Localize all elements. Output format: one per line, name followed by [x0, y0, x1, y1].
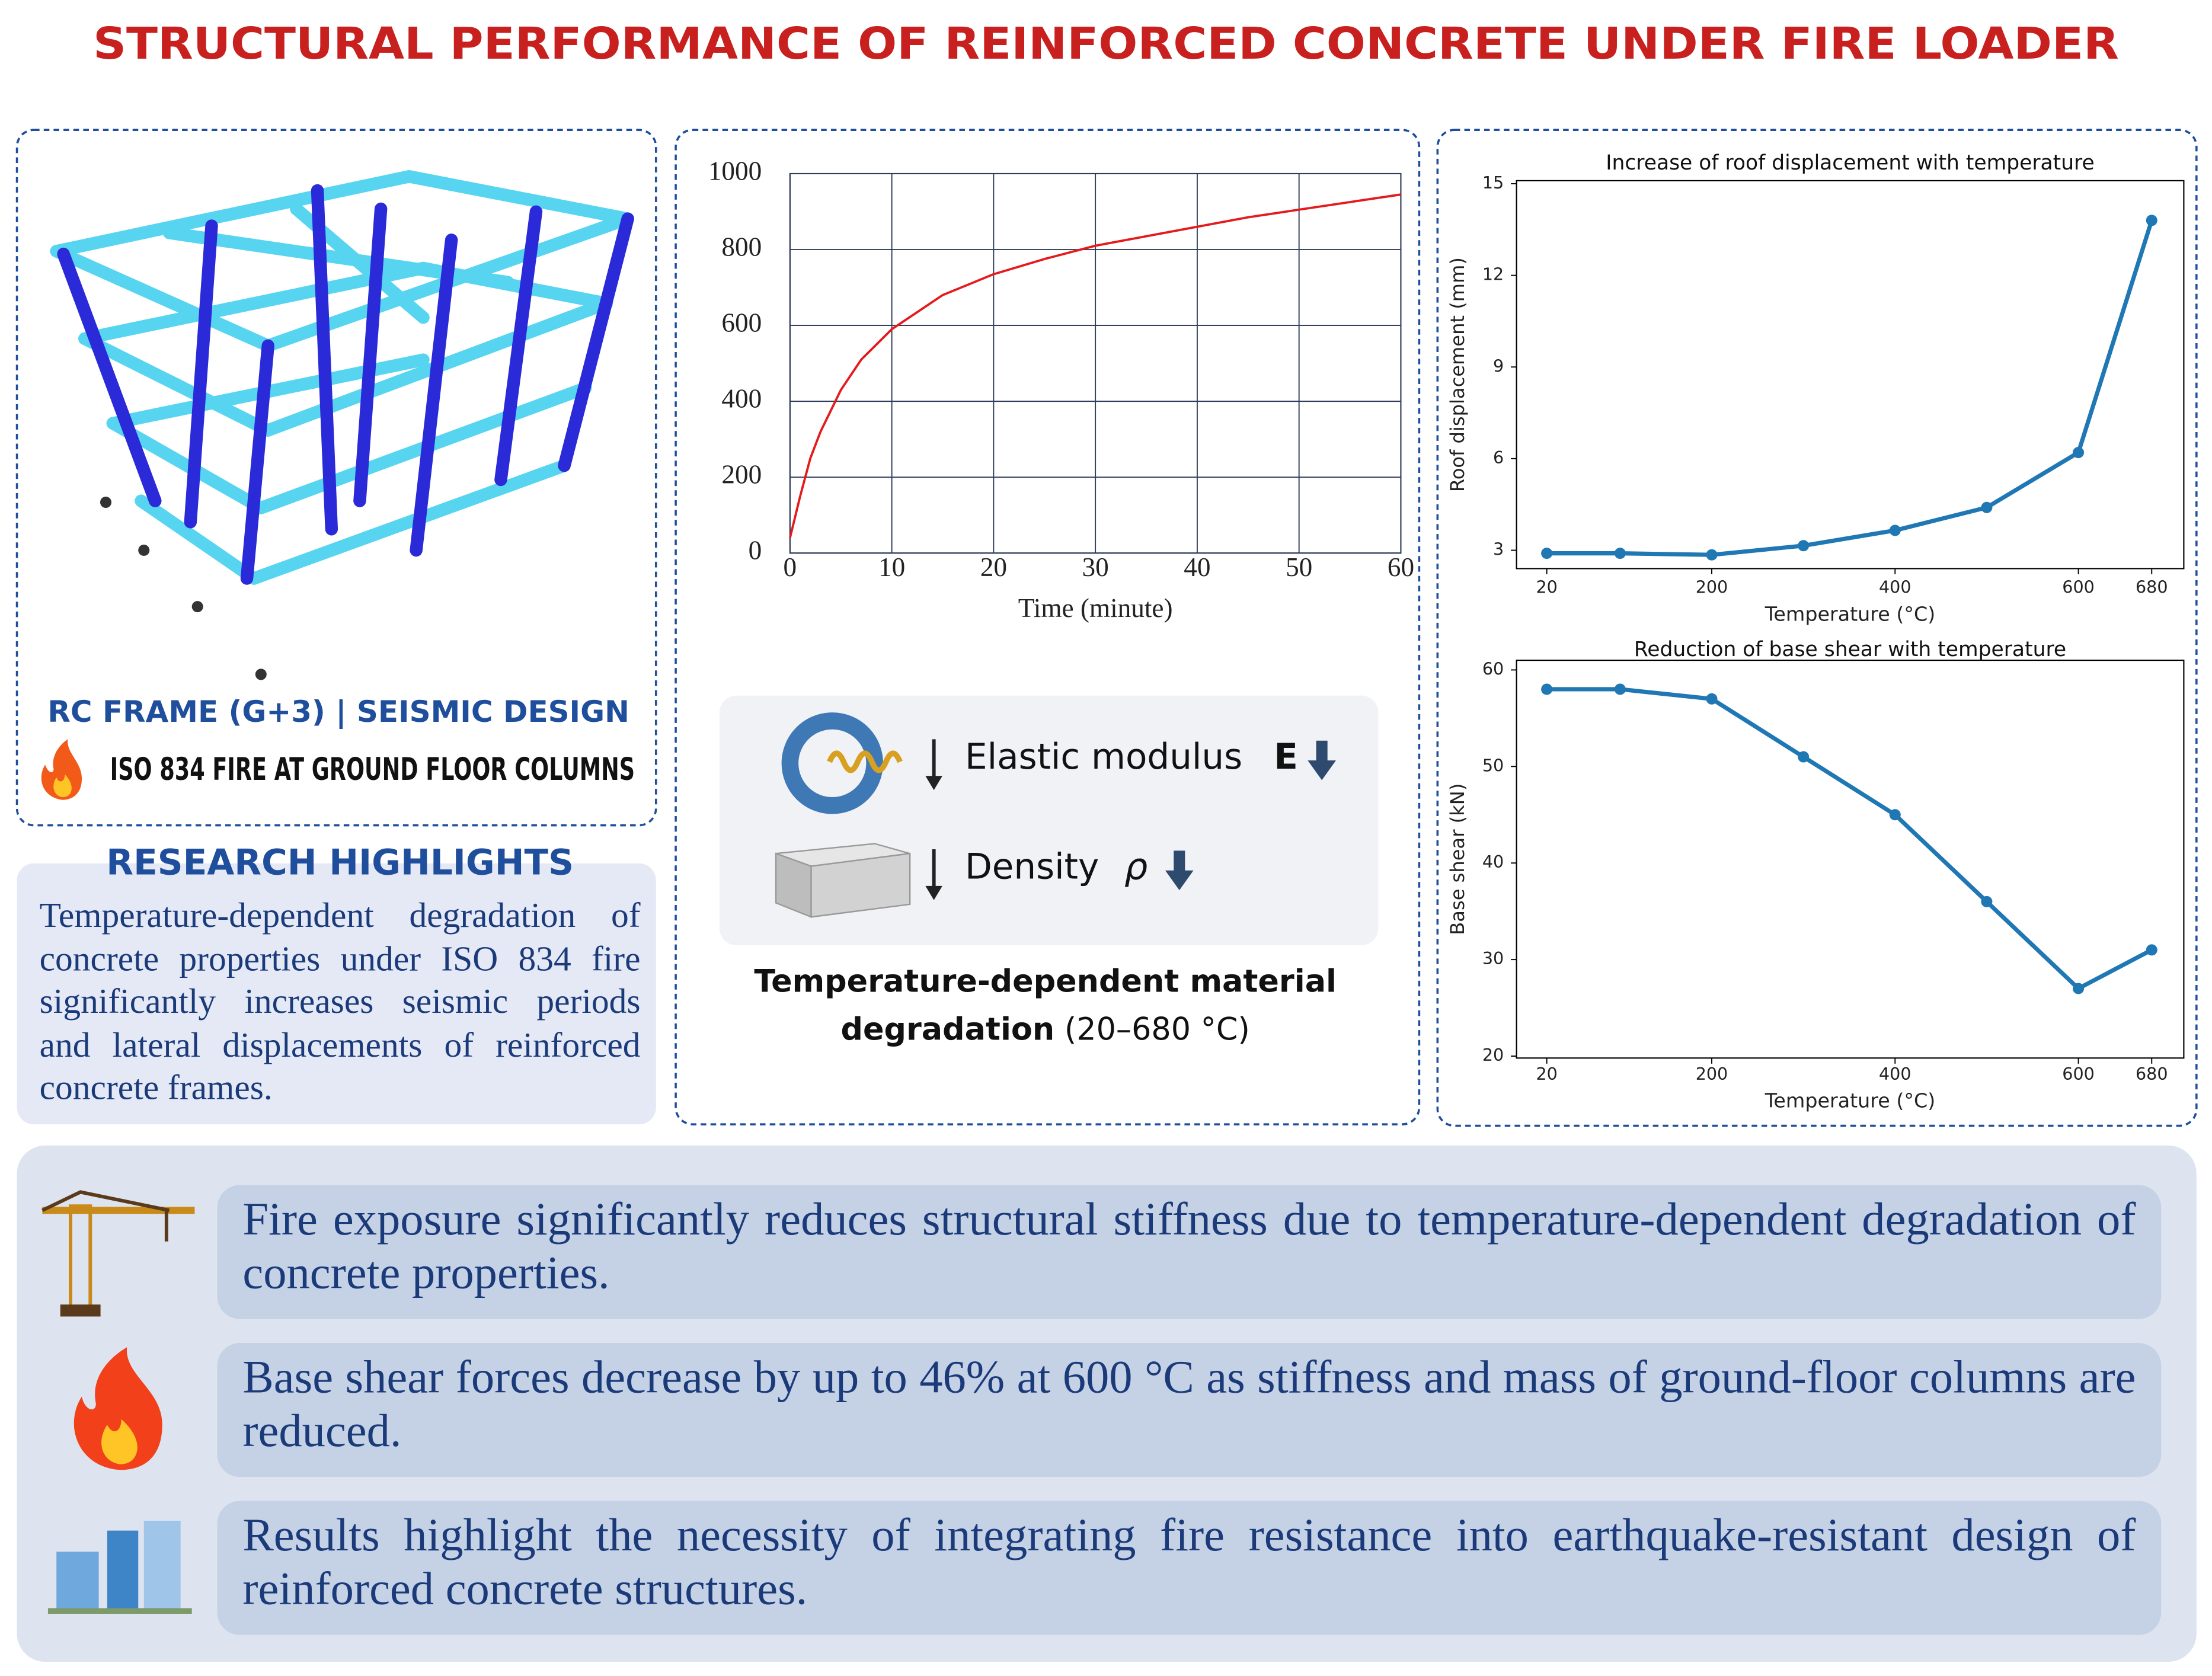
- fire-label: ISO 834 FIRE AT GROUND FLOOR COLUMNS: [110, 751, 635, 788]
- material-caption: Temperature-dependent material degradati…: [705, 959, 1385, 1056]
- data-point: [1614, 683, 1626, 695]
- conclusion-text-box: Results highlight the necessity of integ…: [242, 1511, 2136, 1616]
- x-tick-label: 600: [2062, 577, 2095, 597]
- data-point: [1889, 524, 1901, 536]
- x-tick-label: 10: [878, 552, 905, 582]
- y-tick-label: 200: [721, 460, 762, 490]
- property-label: Elastic modulus: [965, 737, 1242, 778]
- x-tick-label: 680: [2136, 577, 2168, 597]
- x-tick-label: 600: [2062, 1064, 2095, 1084]
- y-tick-label: 600: [721, 308, 762, 337]
- highlights-text: Temperature-dependent degradation of con…: [39, 897, 641, 1108]
- plot-frame: [1516, 180, 2185, 570]
- y-axis-title: Roof displacement (mm): [1446, 257, 1469, 492]
- y-tick-label: 9: [1493, 356, 1504, 376]
- down-arrows: [925, 739, 942, 900]
- buildings-icon: [47, 1520, 192, 1614]
- ring-icon: [781, 712, 903, 814]
- y-tick-label: 800: [721, 232, 762, 261]
- x-axis-title: Time (minute): [1018, 593, 1173, 623]
- y-tick-label: 30: [1482, 948, 1504, 968]
- conclusion-box: [217, 1501, 2162, 1635]
- property-symbol: ρ: [1124, 845, 1147, 888]
- data-point: [1981, 501, 1993, 513]
- x-tick-label: 40: [1184, 552, 1210, 582]
- data-line: [1546, 687, 2153, 991]
- y-tick-label: 400: [721, 383, 762, 413]
- y-tick-label: 6: [1493, 447, 1504, 468]
- results-panel: [1436, 129, 2198, 1127]
- material-caption-box: Temperature-dependent material degradati…: [705, 959, 1385, 1056]
- plot-frame: [1516, 660, 2185, 1059]
- y-axis-title: Base shear (kN): [1446, 783, 1469, 935]
- x-tick-label: 200: [1696, 577, 1728, 597]
- chart-title: Reduction of base shear with temperature: [1634, 638, 2066, 661]
- x-tick-label: 200: [1696, 1064, 1728, 1084]
- x-tick-label: 30: [1082, 552, 1109, 582]
- y-tick-label: 20: [1482, 1045, 1504, 1065]
- data-point: [1981, 895, 1993, 907]
- data-point: [1889, 809, 1901, 821]
- y-tick-label: 40: [1482, 852, 1504, 872]
- data-point: [2146, 944, 2157, 956]
- highlights-text-box: Temperature-dependent degradation of con…: [39, 897, 641, 1108]
- conclusion-box: [217, 1185, 2162, 1319]
- x-axis-title: Temperature (°C): [1765, 602, 1936, 625]
- data-point: [1541, 548, 1553, 559]
- data-point: [1706, 693, 1718, 705]
- frame-label: RC FRAME (G+3) | SEISMIC DESIGN: [47, 695, 629, 729]
- y-tick-label: 0: [749, 536, 762, 565]
- x-tick-label: 400: [1879, 577, 1911, 597]
- data-line: [789, 193, 1401, 539]
- conclusion-text-box: Base shear forces decrease by up to 46% …: [242, 1352, 2136, 1457]
- data-line: [1546, 219, 2154, 557]
- crane-icon: [41, 1190, 195, 1317]
- highlights-heading: RESEARCH HIGHLIGHTS: [106, 842, 574, 883]
- x-tick-label: 20: [1536, 1064, 1557, 1084]
- frame-model: [50, 170, 634, 680]
- property-symbol: E: [1274, 737, 1298, 778]
- conclusion-text-box: Fire exposure significantly reduces stru…: [242, 1195, 2136, 1300]
- x-tick-label: 20: [980, 552, 1007, 582]
- conclusion-text: Results highlight the necessity of integ…: [242, 1511, 2136, 1616]
- data-point: [2073, 447, 2085, 459]
- data-point: [1706, 549, 1718, 561]
- data-point: [2146, 215, 2157, 226]
- conclusion-text: Base shear forces decrease by up to 46% …: [242, 1352, 2136, 1457]
- x-tick-label: 0: [784, 552, 797, 582]
- x-tick-label: 20: [1536, 577, 1557, 597]
- x-tick-label: 60: [1388, 552, 1414, 582]
- caption-regular: (20–680 °C): [1064, 1013, 1250, 1048]
- data-point: [1798, 751, 1810, 763]
- blue-arrows: [1165, 740, 1336, 891]
- y-tick-label: 12: [1482, 264, 1504, 284]
- x-tick-label: 400: [1879, 1064, 1911, 1084]
- plot-frame: [789, 172, 1402, 554]
- y-tick-label: 60: [1482, 658, 1504, 679]
- concrete-icon: [775, 843, 911, 919]
- data-point: [2073, 983, 2085, 994]
- caption-bold: Temperature-dependent material degradati…: [754, 965, 1337, 1048]
- y-tick-label: 15: [1482, 172, 1504, 193]
- highlights-box: [17, 863, 656, 1125]
- y-tick-label: 1000: [708, 156, 762, 185]
- x-axis-title: Temperature (°C): [1765, 1089, 1936, 1112]
- data-point: [1798, 540, 1810, 552]
- y-tick-label: 3: [1493, 539, 1504, 559]
- page-title: STRUCTURAL PERFORMANCE OF REINFORCED CON…: [93, 19, 2119, 69]
- conclusion-text: Fire exposure significantly reduces stru…: [242, 1195, 2136, 1300]
- conclusion-box: [217, 1343, 2162, 1477]
- chart-title: Increase of roof displacement with tempe…: [1606, 151, 2094, 175]
- y-tick-label: 50: [1482, 755, 1504, 775]
- x-tick-label: 50: [1286, 552, 1312, 582]
- data-point: [1541, 683, 1553, 695]
- property-label: Density: [965, 846, 1099, 887]
- data-point: [1614, 548, 1626, 559]
- x-tick-label: 680: [2136, 1064, 2168, 1084]
- fire-icon: [41, 739, 82, 800]
- fire-icon: [73, 1347, 162, 1470]
